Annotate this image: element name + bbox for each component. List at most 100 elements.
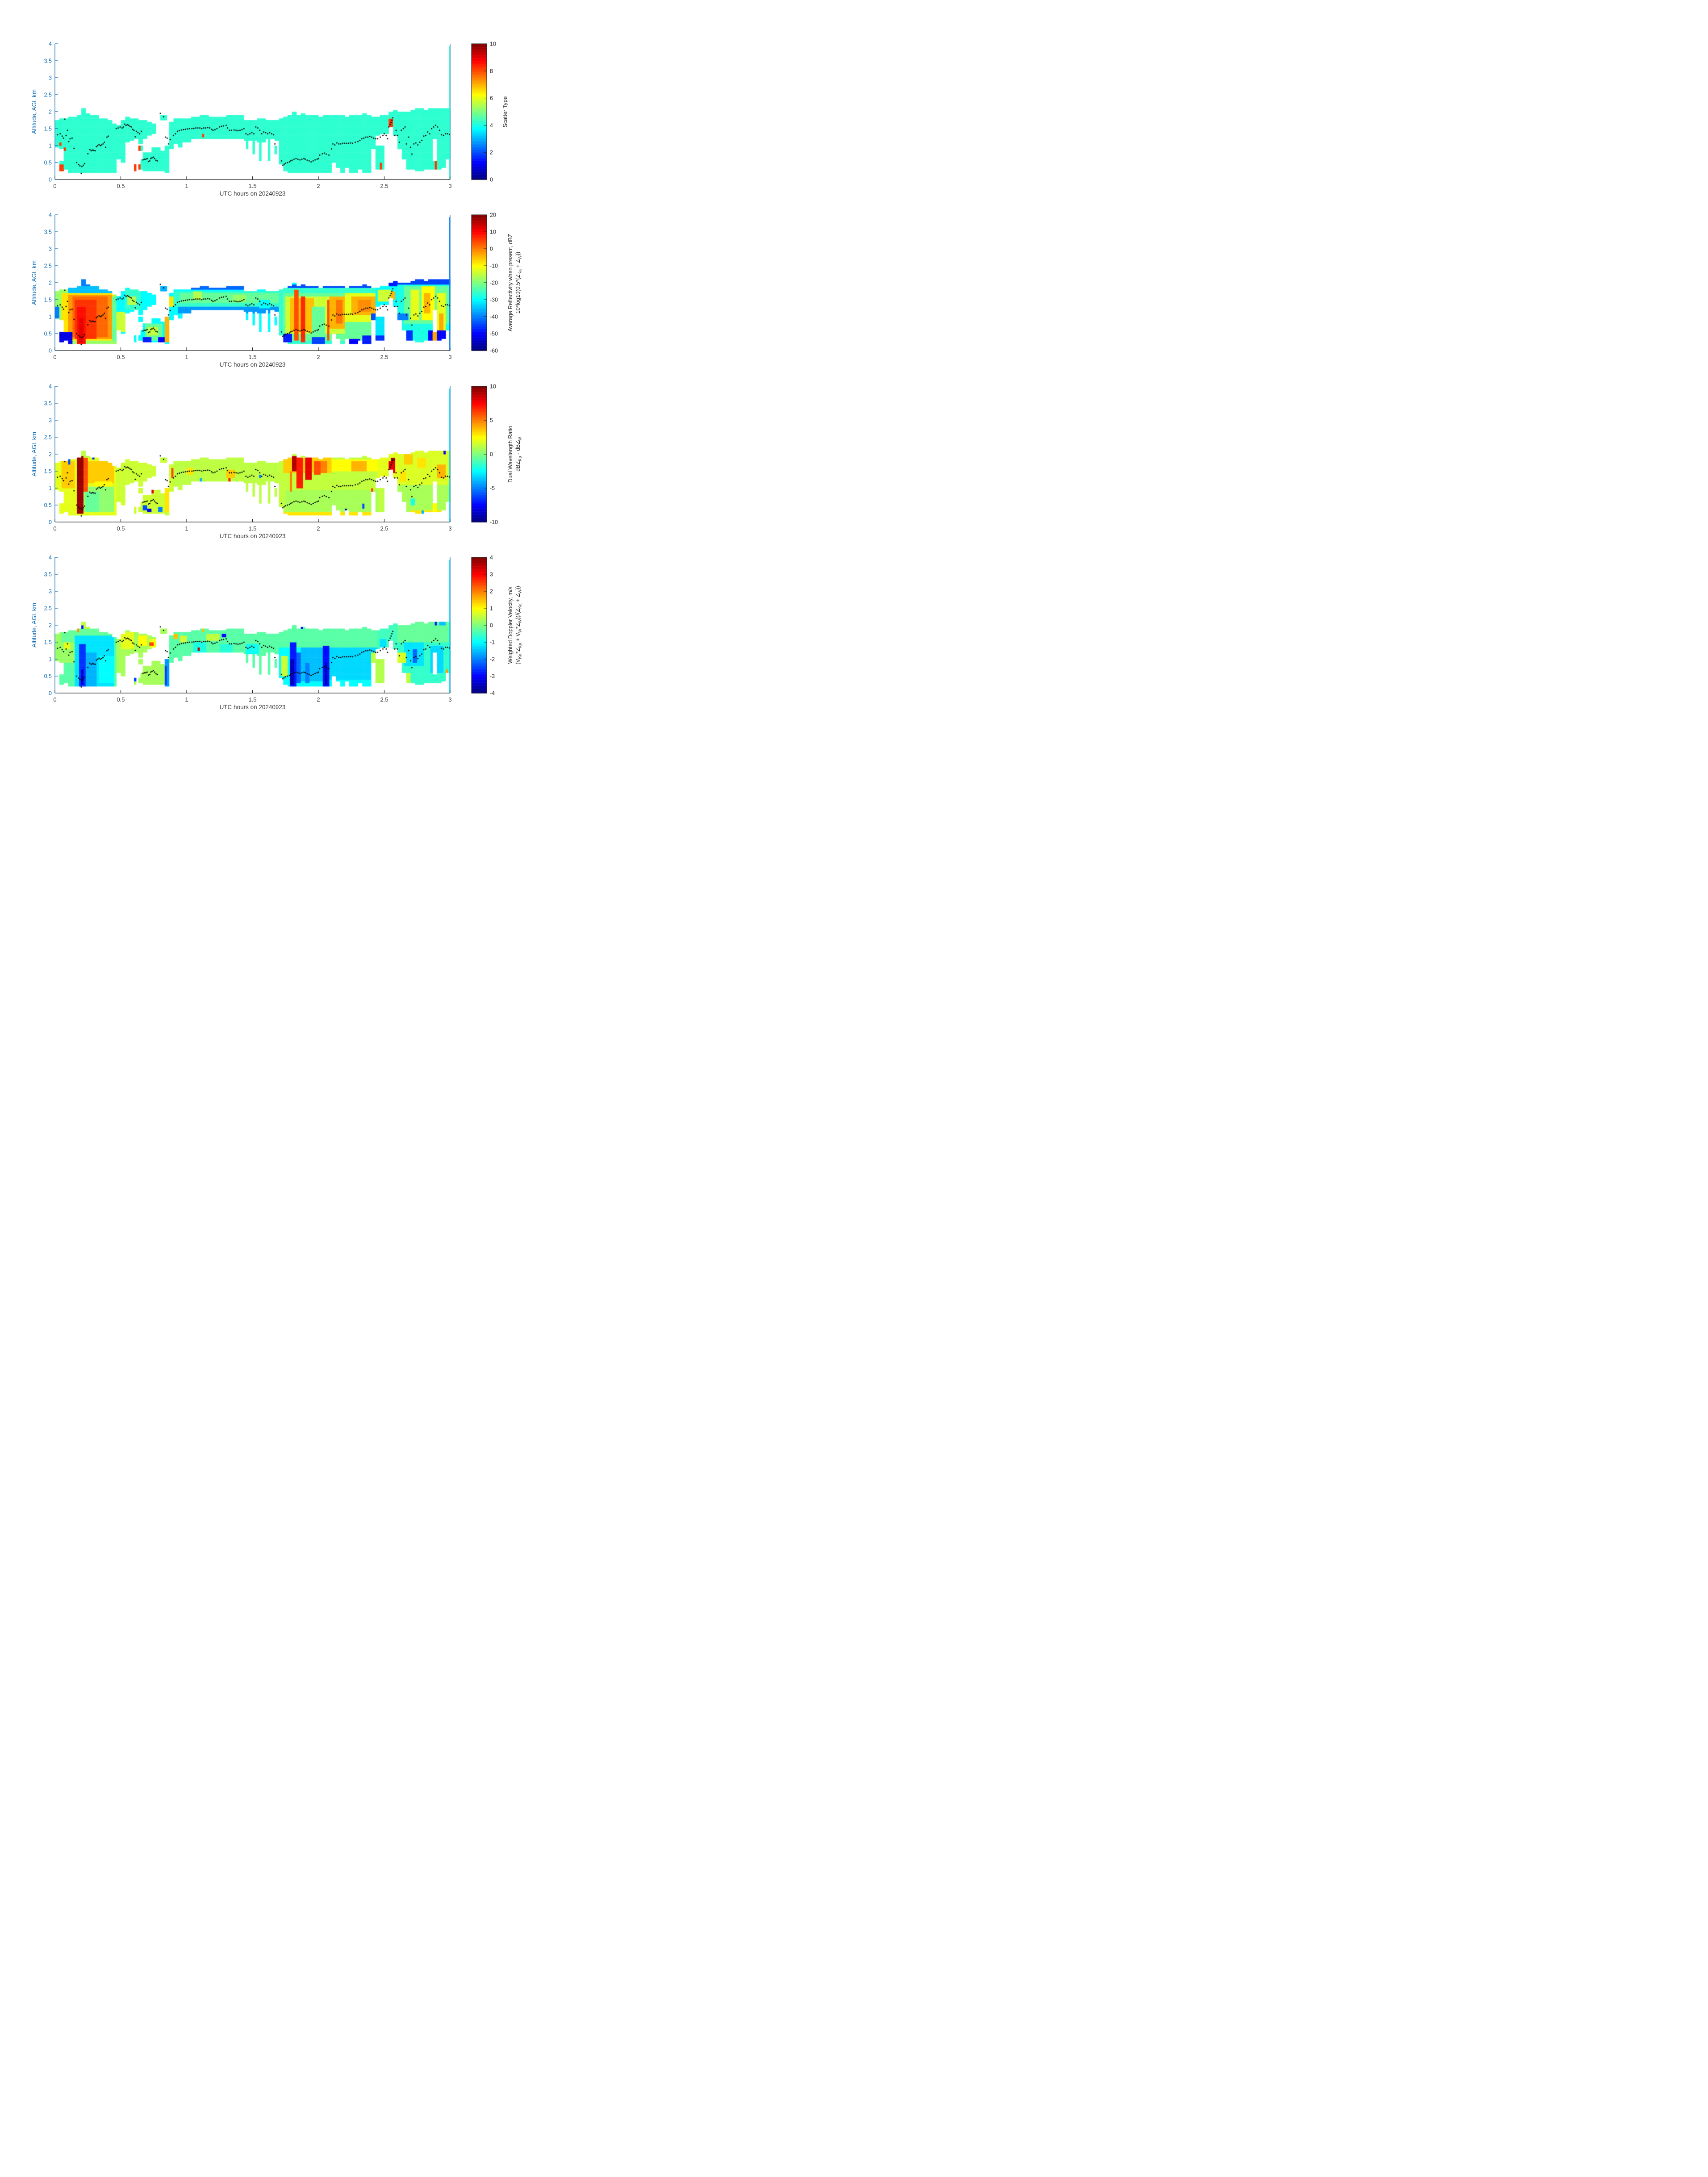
panel-3-y-tick-label: 0 bbox=[49, 519, 52, 526]
panel-2-y-tick-label: 1.5 bbox=[44, 297, 52, 303]
panel-2-colorbar-tick-label: -50 bbox=[490, 331, 498, 337]
panel-1-x-tick-label: 3 bbox=[448, 183, 451, 189]
panel-3-y-tick-label: 3 bbox=[49, 418, 52, 424]
panel-2-x-tick-label: 0 bbox=[53, 354, 56, 360]
panel-4-colorbar-tick-label: -1 bbox=[490, 639, 495, 646]
panel-4-x-tick-label: 2.5 bbox=[380, 696, 388, 703]
panel-4-x-tick-label: 1.5 bbox=[248, 696, 256, 703]
panel-2-x-tick-label: 1.5 bbox=[248, 354, 256, 360]
panel-3-x-tick-label: 2 bbox=[317, 525, 320, 532]
panel-2-colorbar-tick-label: 20 bbox=[490, 212, 496, 218]
panel-1-x-tick-label: 1.5 bbox=[248, 183, 256, 189]
panel-4-x-tick-label: 3 bbox=[448, 696, 451, 703]
panel-3-y-tick-label: 2.5 bbox=[44, 435, 52, 441]
panel-1-colorbar-label: Scatter Type bbox=[502, 96, 509, 128]
panel-1-y-tick-label: 0.5 bbox=[44, 160, 52, 166]
panel-4-x-tick-label: 1 bbox=[185, 696, 188, 703]
panel-1-y-tick-label: 4 bbox=[49, 41, 52, 47]
panel-2-colorbar-tick-label: -20 bbox=[490, 280, 498, 286]
panel-4-y-tick-label: 3.5 bbox=[44, 572, 52, 578]
panel-1-x-tick-label: 0.5 bbox=[117, 183, 125, 189]
panel-1-colorbar-tick-label: 6 bbox=[490, 95, 493, 101]
panel-4-x-tick-label: 0 bbox=[53, 696, 56, 703]
panel-1-y-tick-label: 2 bbox=[49, 109, 52, 115]
panel-1-colorbar-tick-label: 0 bbox=[490, 177, 493, 183]
panel-3-colorbar-tick-label: 5 bbox=[490, 418, 493, 424]
panel-3-y-tick-label: 2 bbox=[49, 451, 52, 458]
panel-3-y-tick-label: 0.5 bbox=[44, 502, 52, 509]
panel-3-y-tick-label: 3.5 bbox=[44, 401, 52, 407]
panel-1-colorbar-tick-label: 2 bbox=[490, 150, 493, 156]
panel-1-y-tick-label: 1 bbox=[49, 143, 52, 149]
panel-2-colorbar-tick-label: -40 bbox=[490, 314, 498, 320]
panel-1-y-axis-label: Altitude, AGL km bbox=[31, 89, 38, 134]
panel-1-y-tick-label: 3 bbox=[49, 75, 52, 81]
panel-4-y-tick-label: 0 bbox=[49, 690, 52, 697]
panel-1-x-tick-label: 1 bbox=[185, 183, 188, 189]
panel-4-x-tick-label: 2 bbox=[317, 696, 320, 703]
panel-2-y-axis-label: Altitude, AGL km bbox=[31, 260, 38, 305]
panel-1-colorbar-frame bbox=[471, 43, 487, 180]
panel-1-y-tick-label: 0 bbox=[49, 177, 52, 183]
panel-1-x-tick-label: 2.5 bbox=[380, 183, 388, 189]
panel-2-y-tick-label: 3.5 bbox=[44, 229, 52, 235]
panel-4-colorbar-tick-label: -4 bbox=[490, 690, 495, 697]
panel-2-colorbar-tick-label: -30 bbox=[490, 297, 498, 303]
panel-3-colorbar-tick-label: 10 bbox=[490, 384, 496, 390]
panel-4-colorbar-tick-label: -3 bbox=[490, 673, 495, 680]
panel-3-y-axis-label: Altitude, AGL km bbox=[31, 431, 38, 477]
panel-2-y-tick-label: 0.5 bbox=[44, 331, 52, 337]
panel-4-y-tick-label: 4 bbox=[49, 555, 52, 561]
panel-2-colorbar-tick-label: 10 bbox=[490, 229, 496, 235]
panel-2-x-axis-label: UTC hours on 20240923 bbox=[219, 361, 286, 368]
heatmap-canvas bbox=[0, 0, 569, 726]
panel-4-y-tick-label: 1 bbox=[49, 656, 52, 663]
panel-3-colorbar-tick-label: 0 bbox=[490, 451, 493, 458]
panel-1-colorbar-tick-label: 10 bbox=[490, 41, 496, 47]
panel-3-colorbar-tick-label: -5 bbox=[490, 485, 495, 492]
panel-3-x-tick-label: 3 bbox=[448, 525, 451, 532]
panel-4-y-tick-label: 2 bbox=[49, 623, 52, 629]
panel-1-colorbar-tick-label: 4 bbox=[490, 122, 493, 129]
panel-4-y-axis-label: Altitude, AGL km bbox=[31, 602, 38, 648]
panel-2-y-tick-label: 1 bbox=[49, 314, 52, 320]
panel-1-x-tick-label: 0 bbox=[53, 183, 56, 189]
panel-4-colorbar-label: Weighted Doppler Velocity, m/s (VKa*ZKa +… bbox=[507, 586, 523, 664]
panel-4-y-tick-label: 2.5 bbox=[44, 606, 52, 612]
panel-3-x-tick-label: 2.5 bbox=[380, 525, 388, 532]
panel-3-x-axis-label: UTC hours on 20240923 bbox=[219, 533, 286, 539]
panel-1-y-tick-label: 2.5 bbox=[44, 92, 52, 98]
panel-4-y-tick-label: 3 bbox=[49, 589, 52, 595]
panel-3-y-tick-label: 1.5 bbox=[44, 468, 52, 475]
panel-4-colorbar-tick-label: 1 bbox=[490, 606, 493, 612]
panel-1-x-tick-label: 2 bbox=[317, 183, 320, 189]
panel-2-x-tick-label: 0.5 bbox=[117, 354, 125, 360]
panel-4-y-tick-label: 0.5 bbox=[44, 673, 52, 680]
panel-3-x-tick-label: 1.5 bbox=[248, 525, 256, 532]
panel-4-y-tick-label: 1.5 bbox=[44, 639, 52, 646]
panel-2-x-tick-label: 1 bbox=[185, 354, 188, 360]
panel-1-y-tick-label: 1.5 bbox=[44, 126, 52, 132]
panel-3-colorbar-label: Dual Wavelength Ratio dBZKa - dBZW bbox=[507, 426, 523, 483]
panel-4-colorbar-tick-label: -2 bbox=[490, 656, 495, 663]
panel-3-x-tick-label: 1 bbox=[185, 525, 188, 532]
panel-2-y-tick-label: 2.5 bbox=[44, 263, 52, 269]
panel-2-colorbar-label: Average Reflectivity when present, dBZ 10… bbox=[507, 234, 523, 332]
panel-3-x-tick-label: 0.5 bbox=[117, 525, 125, 532]
panel-3-colorbar-tick-label: -10 bbox=[490, 519, 498, 526]
panel-2-colorbar-tick-label: -60 bbox=[490, 348, 498, 354]
panel-4-colorbar-tick-label: 4 bbox=[490, 555, 493, 561]
panel-2-y-tick-label: 2 bbox=[49, 280, 52, 286]
panel-2-colorbar-tick-label: 0 bbox=[490, 246, 493, 252]
panel-4-colorbar-tick-label: 3 bbox=[490, 572, 493, 578]
panel-4-colorbar-tick-label: 0 bbox=[490, 623, 493, 629]
panel-4-x-axis-label: UTC hours on 20240923 bbox=[219, 704, 286, 710]
panel-2-y-tick-label: 4 bbox=[49, 212, 52, 218]
radar-quicklook-figure: 0 0.5 1 1.5 2 2.5 3 3.5 4 0 0.5 1 1.5 2 2.5 3 0 2 4 6 8 10 0 0.… bbox=[0, 0, 569, 726]
panel-1-x-axis-label: UTC hours on 20240923 bbox=[219, 190, 286, 197]
panel-2-x-tick-label: 3 bbox=[448, 354, 451, 360]
panel-4-x-tick-label: 0.5 bbox=[117, 696, 125, 703]
panel-1-y-tick-label: 3.5 bbox=[44, 58, 52, 64]
panel-4-colorbar-tick-label: 2 bbox=[490, 589, 493, 595]
panel-2-x-tick-label: 2 bbox=[317, 354, 320, 360]
